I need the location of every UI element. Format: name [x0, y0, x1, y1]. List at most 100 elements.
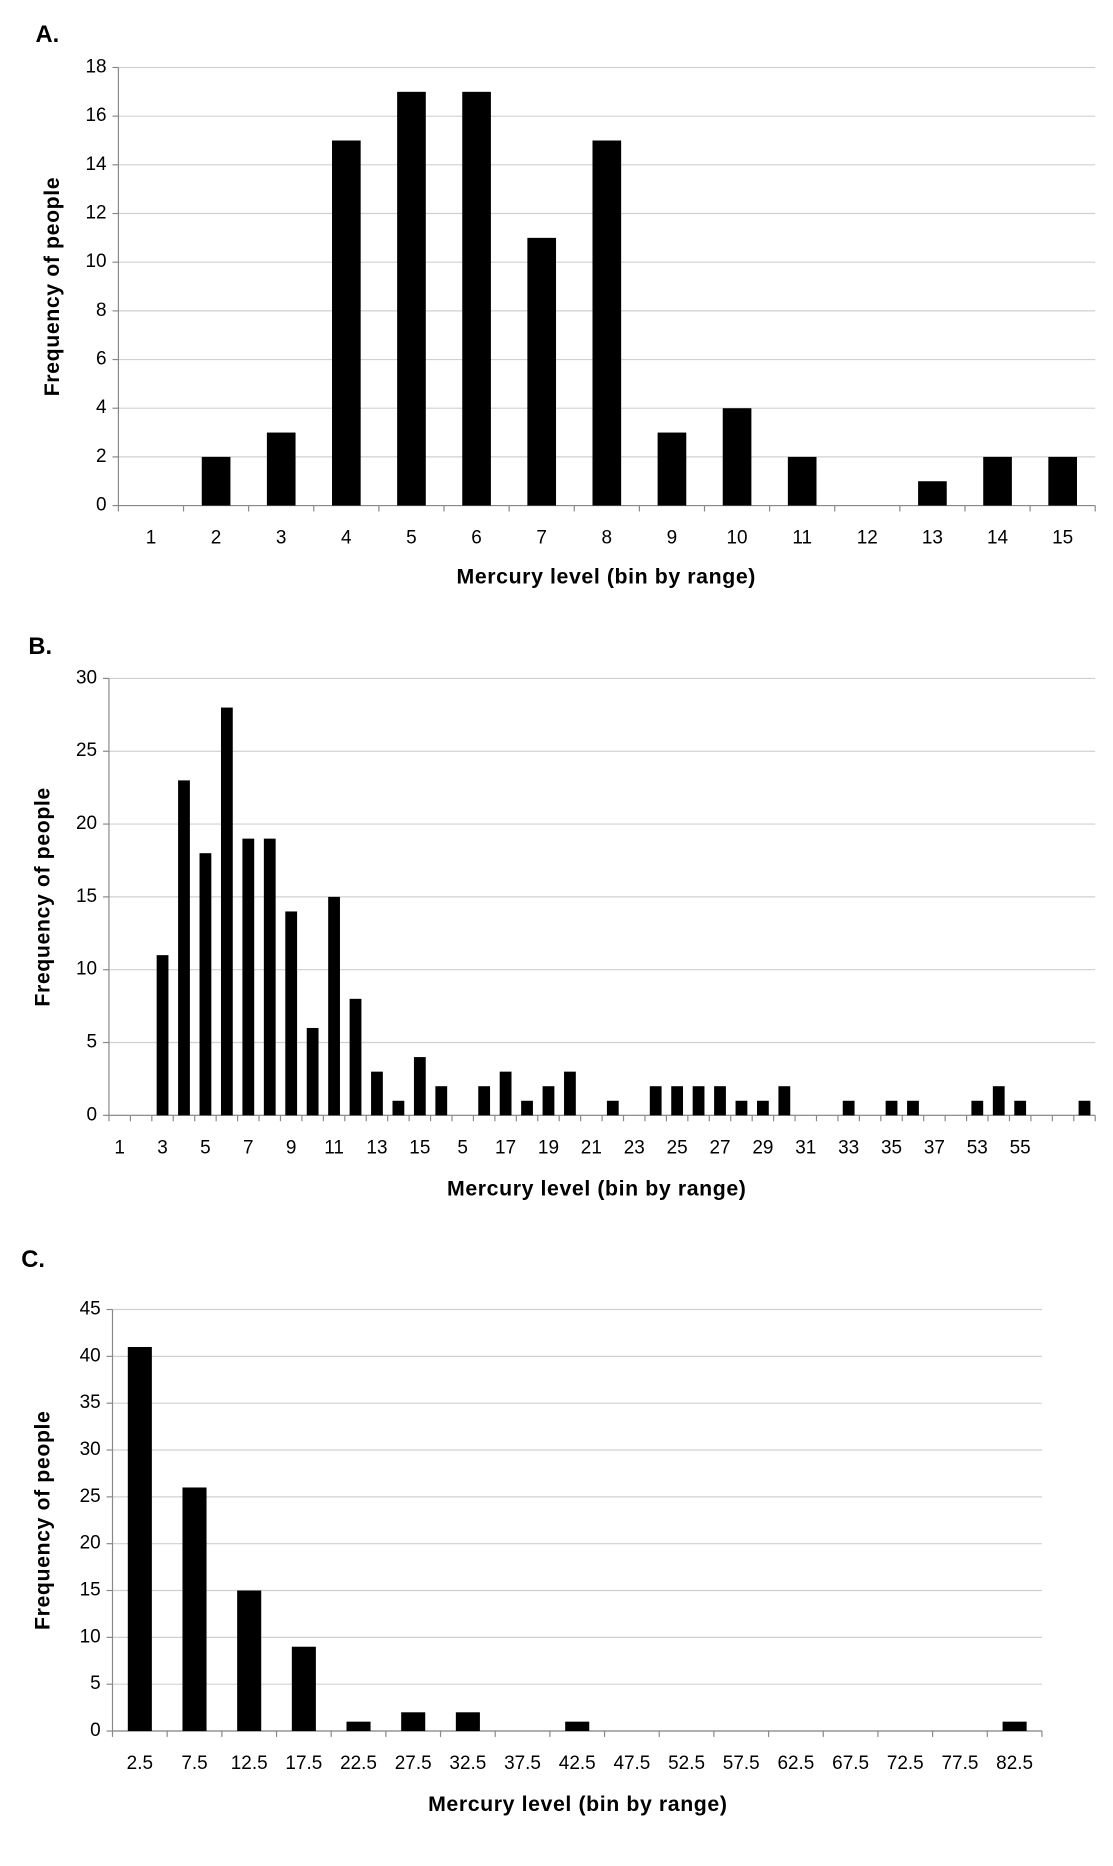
x-tick-label: 8: [602, 528, 613, 549]
x-tick-label: 31: [795, 1137, 816, 1158]
y-tick-label: 5: [90, 1673, 101, 1694]
bar: [328, 896, 340, 1116]
y-tick-label: 4: [96, 397, 107, 418]
x-tick-label: 82.5: [996, 1753, 1033, 1774]
x-tick-label: 62.5: [777, 1753, 814, 1774]
x-tick-label: 52.5: [668, 1753, 705, 1774]
bar: [692, 1086, 705, 1116]
x-tick-label: 11: [324, 1137, 344, 1158]
y-tick-label: 2: [96, 446, 107, 467]
bar: [306, 1027, 319, 1116]
y-tick-label: 30: [80, 1439, 101, 1460]
x-tick-label: 32.5: [449, 1753, 486, 1774]
x-tick-label: 77.5: [942, 1753, 979, 1774]
y-tick-label: 16: [85, 105, 106, 126]
bar: [291, 1646, 316, 1732]
x-tick-label: 5: [406, 528, 417, 549]
bar: [392, 1100, 405, 1116]
bar: [346, 1721, 371, 1732]
x-tick-label: 9: [667, 528, 678, 549]
bar: [722, 408, 752, 506]
x-tick-label: 17: [495, 1137, 516, 1158]
y-tick-label: 0: [87, 1104, 98, 1125]
x-tick-label: 14: [987, 528, 1008, 549]
x-tick-label: 13: [366, 1137, 387, 1158]
x-tick-label: 1: [146, 528, 157, 549]
x-tick-label: 5: [457, 1137, 468, 1158]
x-tick-label: 47.5: [613, 1753, 650, 1774]
bar: [992, 1086, 1005, 1116]
y-tick-label: 15: [76, 886, 97, 907]
x-tick-label: 72.5: [887, 1753, 924, 1774]
x-tick-label: 29: [752, 1137, 773, 1158]
y-tick-label: 30: [76, 667, 97, 688]
x-tick-label: 1: [114, 1137, 125, 1158]
y-tick-label: 20: [80, 1533, 101, 1554]
x-tick-label: 21: [581, 1137, 602, 1158]
x-tick-label: 27.5: [395, 1753, 432, 1774]
panel-title: B.: [28, 634, 52, 660]
bar: [242, 838, 255, 1116]
x-tick-label: 25: [667, 1137, 688, 1158]
bar: [401, 1712, 426, 1732]
x-tick-label: 57.5: [723, 1753, 760, 1774]
y-tick-label: 12: [85, 203, 106, 224]
x-axis-title: Mercury level (bin by range): [447, 1177, 746, 1201]
bar: [542, 1086, 555, 1116]
bar: [657, 432, 687, 506]
bar: [201, 456, 231, 506]
bar: [1002, 1721, 1027, 1732]
bar: [220, 707, 233, 1116]
bar: [182, 1487, 207, 1732]
bar: [455, 1712, 480, 1732]
bar: [435, 1086, 448, 1116]
x-tick-label: 35: [881, 1137, 902, 1158]
x-tick-label: 22.5: [340, 1753, 377, 1774]
x-tick-label: 55: [1010, 1137, 1031, 1158]
x-tick-label: 5: [200, 1137, 211, 1158]
bar: [371, 1071, 383, 1116]
bar: [842, 1100, 855, 1116]
y-tick-label: 45: [80, 1299, 101, 1320]
bar: [237, 1590, 262, 1732]
bar: [885, 1100, 898, 1116]
y-tick-label: 0: [96, 495, 107, 516]
x-tick-label: 2.5: [127, 1753, 153, 1774]
x-tick-label: 37.5: [504, 1753, 541, 1774]
bar: [918, 481, 947, 506]
bar: [156, 955, 169, 1116]
y-tick-label: 10: [85, 251, 106, 272]
x-tick-label: 10: [727, 528, 748, 549]
x-tick-label: 4: [341, 528, 352, 549]
bar: [499, 1071, 512, 1116]
x-tick-label: 19: [538, 1137, 559, 1158]
y-tick-label: 18: [85, 56, 106, 77]
y-tick-label: 8: [96, 300, 107, 321]
x-tick-label: 2: [211, 528, 222, 549]
bar: [413, 1057, 426, 1116]
y-tick-label: 0: [90, 1720, 101, 1741]
panel-title: C.: [21, 1247, 45, 1273]
x-tick-label: 67.5: [832, 1753, 869, 1774]
bar: [263, 838, 276, 1116]
bar: [285, 911, 298, 1116]
x-tick-label: 7.5: [181, 1753, 207, 1774]
x-tick-label: 9: [286, 1137, 297, 1158]
panel-title: A.: [36, 22, 60, 48]
y-axis-title: Frequency of people: [40, 177, 64, 397]
y-tick-label: 35: [80, 1392, 101, 1413]
y-axis-title: Frequency of people: [30, 1411, 54, 1631]
bar: [521, 1100, 533, 1116]
y-tick-label: 25: [80, 1486, 101, 1507]
x-tick-label: 17.5: [285, 1753, 322, 1774]
y-tick-label: 10: [76, 959, 97, 980]
bar: [735, 1100, 748, 1116]
x-tick-label: 7: [536, 528, 547, 549]
bar: [397, 91, 426, 506]
y-tick-label: 20: [76, 813, 97, 834]
bar: [565, 1721, 590, 1732]
y-tick-label: 5: [87, 1032, 98, 1053]
bar: [778, 1086, 791, 1116]
x-tick-label: 12: [857, 528, 878, 549]
